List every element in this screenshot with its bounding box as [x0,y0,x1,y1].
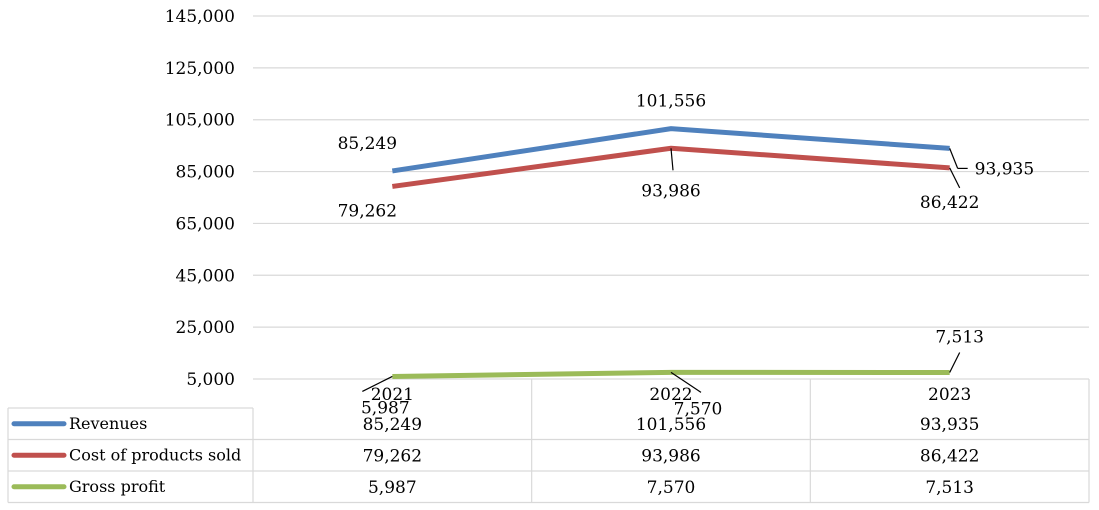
data-label: 7,570 [674,399,723,419]
table-cell-value: 93,935 [920,415,979,435]
y-tick-label: 125,000 [165,59,235,79]
y-tick-label: 5,000 [186,370,235,390]
leader-line [949,167,961,189]
y-tick-label: 105,000 [165,111,235,131]
gridlines [253,15,1089,380]
table-cell-value: 93,986 [641,446,700,466]
data-label-leader-lines [362,148,968,393]
y-tick-label: 85,000 [176,163,235,183]
table-cell-value: 5,987 [368,478,417,498]
leader-line [670,148,674,171]
x-category-label: 2022 [649,385,692,405]
series-lines [391,126,950,379]
leader-line [949,148,959,169]
data-label: 101,556 [636,92,706,112]
data-label: 79,262 [338,201,397,221]
y-tick-label: 145,000 [165,7,235,27]
leader-line [670,371,702,393]
data-label: 85,249 [338,134,397,154]
table-cell-value: 7,513 [925,478,974,498]
legend-series-name: Gross profit [69,477,166,496]
table-cell-value: 79,262 [363,446,422,466]
data-table: 2021 2022 2023 Revenues 85,249 101,556 93,935 C… [7,379,1090,504]
table-cell-value: 85,249 [363,415,422,435]
y-tick-label: 25,000 [176,318,235,338]
y-tick-label: 65,000 [176,214,235,234]
legend-series-name: Revenues [69,414,147,433]
y-axis: 5,000 25,000 45,000 65,000 85,000 105,000 125,… [165,7,235,390]
leader-line [362,375,393,392]
data-label: 5,987 [361,398,410,418]
data-label: 7,513 [935,327,984,347]
data-labels: 85,249 101,556 93,935 79,262 93,986 86,422 5,9… [338,92,1035,420]
legend-series-name: Cost of products sold [69,445,241,464]
leader-line [949,352,961,373]
x-category-label: 2023 [928,385,971,405]
data-label: 93,986 [641,181,700,201]
series-line [391,126,950,174]
table-cell-value: 101,556 [636,415,706,435]
x-category-label: 2021 [371,385,414,405]
data-label: 93,935 [975,159,1034,179]
y-tick-label: 45,000 [176,266,235,286]
table-cell-value: 7,570 [647,478,696,498]
table-cell-value: 86,422 [920,446,979,466]
data-label: 86,422 [920,193,979,213]
